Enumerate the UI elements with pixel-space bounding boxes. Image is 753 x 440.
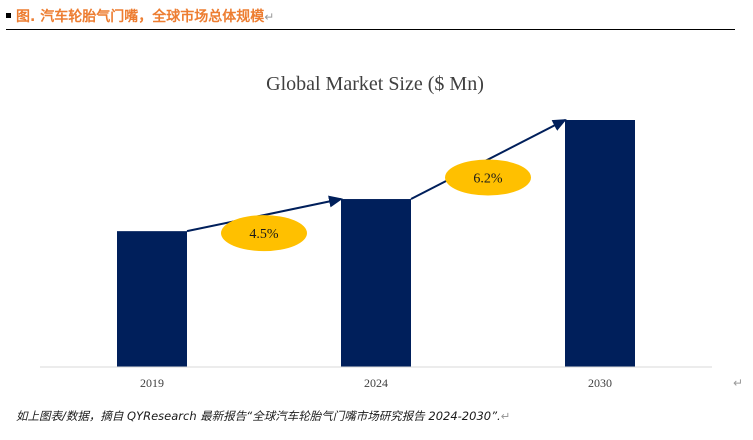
return-mark-icon: ↵ [500, 409, 511, 423]
growth-label-2019-2024: 4.5% [249, 227, 279, 242]
growth-ellipse-2024-2030 [445, 159, 531, 196]
x-tick-2024: 2024 [364, 376, 388, 390]
x-tick-2030: 2030 [588, 376, 612, 390]
return-mark-icon: ↵ [264, 10, 275, 24]
growth-ellipse-2019-2024 [221, 215, 307, 252]
bar-2030 [565, 120, 635, 367]
market-size-chart: Global Market Size ($ Mn) 4.5% 6.2% 2019 2… [40, 73, 712, 390]
growth-arrow-2024-2030 [410, 119, 567, 200]
source-note: 如上图表/数据，摘自 QYResearch 最新报告“全球汽车轮胎气门嘴市场研究… [16, 409, 511, 423]
x-tick-2019: 2019 [140, 376, 164, 390]
figure-title: 图. 汽车轮胎气门嘴，全球市场总体规模↵ [16, 9, 275, 25]
return-mark-icon: ↵ [733, 376, 744, 390]
bullet-square [6, 13, 11, 18]
bar-2019 [117, 231, 187, 367]
growth-label-2024-2030: 6.2% [473, 172, 503, 187]
bar-2024 [341, 199, 411, 367]
chart-title: Global Market Size ($ Mn) [266, 73, 484, 95]
figure-header: 图. 汽车轮胎气门嘴，全球市场总体规模↵ [6, 7, 735, 30]
